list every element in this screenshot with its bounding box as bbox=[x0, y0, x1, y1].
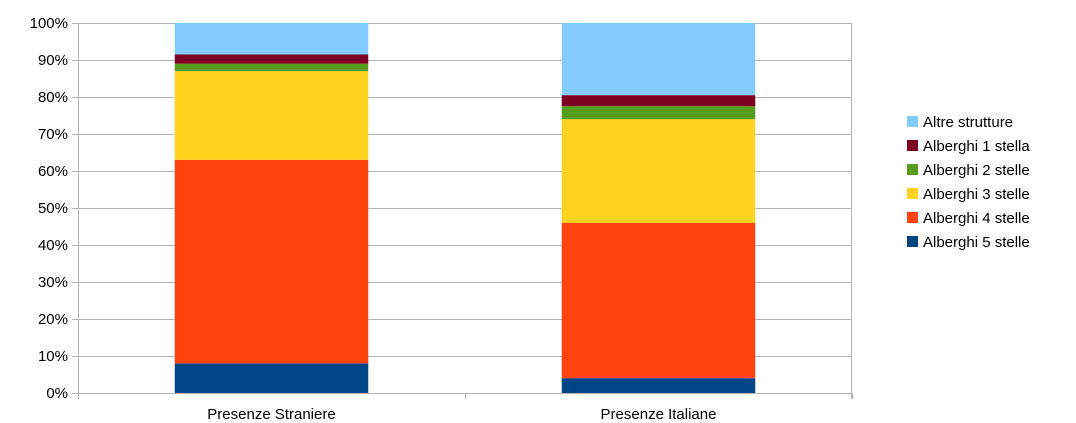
y-tick-label: 100% bbox=[30, 15, 68, 32]
bar-segment bbox=[174, 159, 369, 364]
y-tick-label: 40% bbox=[38, 237, 68, 254]
legend-swatch bbox=[907, 140, 918, 151]
bar-segment bbox=[174, 363, 369, 393]
bar-segment bbox=[174, 54, 369, 64]
y-axis-tick-labels: 0% 10% 20% 30% 40% 50% 60% 70% 80% 90% 100% bbox=[30, 15, 68, 402]
bar-segment bbox=[561, 119, 756, 223]
x-category-label: Presenze Italiane bbox=[601, 406, 717, 423]
bar-segment bbox=[561, 95, 756, 107]
y-tick-label: 30% bbox=[38, 274, 68, 291]
bar-segment bbox=[174, 71, 369, 160]
legend-swatch bbox=[907, 164, 918, 175]
y-tick-label: 80% bbox=[38, 89, 68, 106]
legend-label: Alberghi 3 stelle bbox=[923, 186, 1030, 203]
bar-segment bbox=[561, 106, 756, 120]
legend-label: Alberghi 1 stella bbox=[923, 138, 1030, 155]
y-tick-label: 0% bbox=[46, 385, 68, 402]
y-tick-label: 50% bbox=[38, 200, 68, 217]
legend-label: Altre strutture bbox=[923, 114, 1013, 131]
legend-swatch bbox=[907, 212, 918, 223]
bar-segment bbox=[561, 23, 756, 96]
axes bbox=[78, 23, 853, 399]
legend-swatch bbox=[907, 236, 918, 247]
y-tick-label: 70% bbox=[38, 126, 68, 143]
bar-segment bbox=[174, 63, 369, 72]
bar-segment bbox=[174, 23, 369, 55]
y-tick-label: 20% bbox=[38, 311, 68, 328]
y-tick-label: 10% bbox=[38, 348, 68, 365]
y-tick-label: 60% bbox=[38, 163, 68, 180]
legend-label: Alberghi 5 stelle bbox=[923, 234, 1030, 251]
legend-swatch bbox=[907, 116, 918, 127]
legend-label: Alberghi 2 stelle bbox=[923, 162, 1030, 179]
legend-label: Alberghi 4 stelle bbox=[923, 210, 1030, 227]
y-tick-label: 90% bbox=[38, 52, 68, 69]
x-axis-category-labels: Presenze Straniere Presenze Italiane bbox=[207, 406, 716, 423]
legend-swatch bbox=[907, 188, 918, 199]
x-category-label: Presenze Straniere bbox=[207, 406, 335, 423]
bar-segment bbox=[561, 378, 756, 393]
legend: Altre strutture Alberghi 1 stella Alberghi… bbox=[907, 114, 1030, 251]
bar-segment bbox=[561, 222, 756, 379]
bar-series bbox=[174, 23, 756, 393]
